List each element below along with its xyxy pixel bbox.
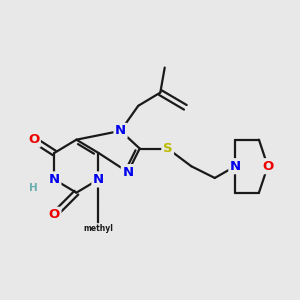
Text: methyl: methyl (83, 224, 113, 232)
Text: N: N (49, 173, 60, 186)
Text: N: N (122, 166, 134, 178)
Text: S: S (163, 142, 172, 155)
Text: O: O (28, 133, 39, 146)
Text: H: H (29, 183, 38, 193)
Text: N: N (115, 124, 126, 137)
Text: O: O (49, 208, 60, 221)
Text: N: N (230, 160, 241, 173)
Text: O: O (262, 160, 273, 173)
Text: N: N (93, 173, 104, 186)
